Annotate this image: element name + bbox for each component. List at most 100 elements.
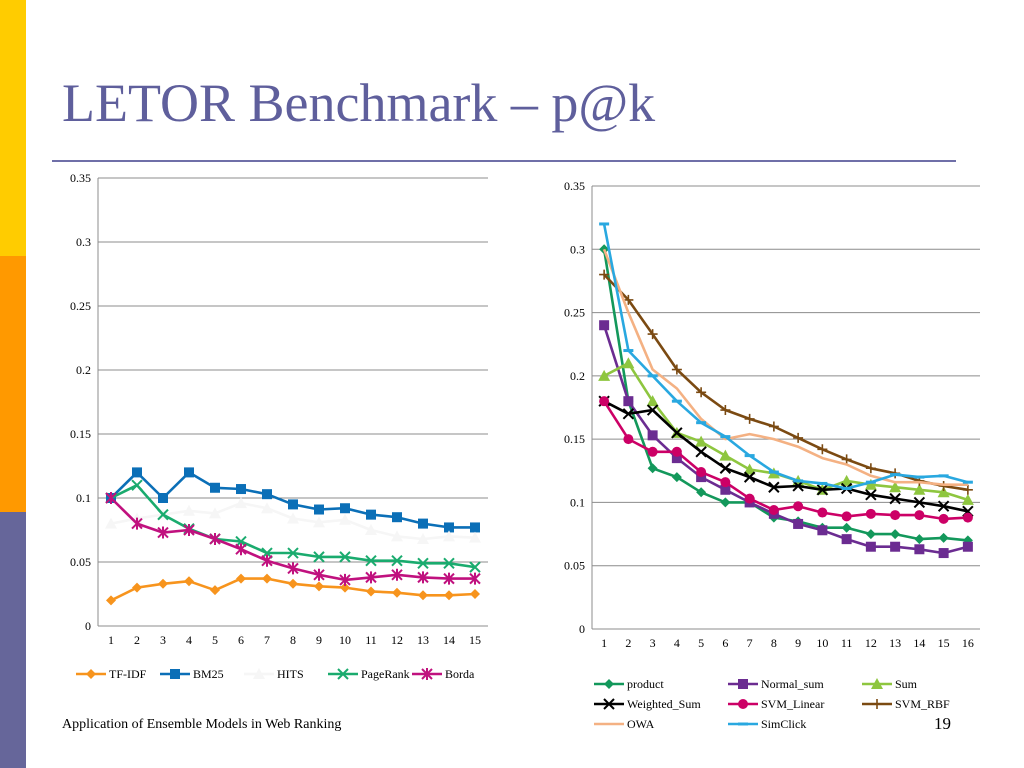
data-point-bm25 (236, 484, 246, 494)
data-point-product (914, 534, 924, 544)
data-point-weighted-sum (696, 447, 706, 457)
data-point-product (890, 529, 900, 539)
legend-label: PageRank (361, 667, 410, 681)
data-point-simclick (745, 454, 755, 457)
legend-item-svm-rbf: SVM_RBF (862, 697, 950, 711)
x-tick-label: 4 (186, 633, 192, 647)
data-point-tf-idf (106, 595, 116, 605)
chart-left-legend: TF-IDF BM25 HITS PageRank Borda (76, 667, 475, 681)
data-point-svm-rbf (963, 485, 973, 495)
y-tick-label: 0.35 (564, 179, 585, 193)
accent-stripe-purple (0, 512, 26, 768)
x-tick-label: 14 (443, 633, 455, 647)
data-point-simclick (648, 374, 658, 377)
x-tick-label: 4 (674, 636, 680, 650)
data-point-sum (719, 450, 731, 461)
legend-label: BM25 (193, 667, 224, 681)
y-tick-label: 0.15 (564, 432, 585, 446)
data-point-normal-sum (866, 542, 876, 552)
data-point-svm-rbf (745, 414, 755, 424)
data-point-normal-sum (623, 396, 633, 406)
y-tick-label: 0.2 (570, 369, 585, 383)
x-tick-label: 15 (938, 636, 950, 650)
series-weighted-sum (599, 396, 973, 516)
x-tick-label: 8 (771, 636, 777, 650)
x-tick-label: 13 (889, 636, 901, 650)
y-tick-label: 0.1 (570, 495, 585, 509)
data-point-svm-linear (939, 514, 949, 524)
x-tick-label: 12 (865, 636, 877, 650)
legend-label: SVM_Linear (761, 697, 824, 711)
legend-item-weighted-sum: Weighted_Sum (594, 697, 701, 711)
data-point-tf-idf (366, 586, 376, 596)
x-tick-label: 7 (264, 633, 270, 647)
data-point-bm25 (262, 489, 272, 499)
legend-label: SimClick (761, 717, 806, 731)
x-tick-label: 1 (108, 633, 114, 647)
series-owa (604, 249, 968, 484)
data-point-svm-linear (793, 501, 803, 511)
y-tick-label: 0.05 (70, 555, 91, 569)
x-tick-label: 6 (722, 636, 728, 650)
x-tick-label: 5 (698, 636, 704, 650)
x-tick-label: 6 (238, 633, 244, 647)
accent-stripe-orange (0, 256, 26, 512)
y-tick-label: 0.35 (70, 171, 91, 185)
data-point-bm25 (210, 483, 220, 493)
chart-left-gridlines (98, 178, 488, 626)
legend-marker (738, 699, 748, 709)
data-point-tf-idf (288, 579, 298, 589)
y-tick-label: 0 (85, 619, 91, 633)
data-point-svm-linear (648, 447, 658, 457)
data-point-product (866, 529, 876, 539)
y-tick-label: 0 (579, 622, 585, 636)
data-point-bm25 (314, 505, 324, 515)
data-point-normal-sum (599, 320, 609, 330)
data-point-simclick (914, 476, 924, 479)
data-point-svm-rbf (793, 433, 803, 443)
y-tick-label: 0.25 (70, 299, 91, 313)
data-point-bm25 (418, 519, 428, 529)
y-tick-label: 0.2 (76, 363, 91, 377)
x-tick-label: 2 (625, 636, 631, 650)
legend-item-svm-linear: SVM_Linear (728, 697, 824, 711)
legend-marker (738, 679, 748, 689)
legend-item-simclick: SimClick (728, 717, 806, 731)
data-point-normal-sum (817, 525, 827, 535)
data-point-svm-rbf (866, 463, 876, 473)
series-line-owa (604, 249, 968, 484)
legend-item-product: product (594, 677, 664, 691)
data-point-simclick (963, 481, 973, 484)
data-point-svm-linear (696, 467, 706, 477)
series-line-product (604, 249, 968, 540)
data-point-svm-linear (672, 447, 682, 457)
data-point-bm25 (132, 467, 142, 477)
data-point-svm-linear (817, 508, 827, 518)
legend-label: Normal_sum (761, 677, 824, 691)
x-tick-label: 3 (160, 633, 166, 647)
data-point-product (842, 523, 852, 533)
legend-item-pagerank: PageRank (328, 667, 410, 681)
data-point-tf-idf (262, 574, 272, 584)
legend-item-borda: Borda (412, 667, 475, 681)
footer-text: Application of Ensemble Models in Web Ra… (62, 717, 341, 733)
data-point-simclick (793, 479, 803, 482)
x-tick-label: 13 (417, 633, 429, 647)
data-point-tf-idf (470, 589, 480, 599)
data-point-bm25 (470, 522, 480, 532)
data-point-svm-rbf (769, 421, 779, 431)
data-point-bm25 (288, 499, 298, 509)
data-point-svm-linear (599, 396, 609, 406)
data-point-normal-sum (963, 542, 973, 552)
data-point-normal-sum (939, 548, 949, 558)
legend-item-sum: Sum (862, 677, 918, 691)
data-point-tf-idf (236, 574, 246, 584)
series-svm-rbf (599, 270, 973, 495)
data-point-svm-linear (769, 505, 779, 515)
data-point-bm25 (340, 503, 350, 513)
legend-label: Sum (895, 677, 918, 691)
x-tick-label: 11 (841, 636, 853, 650)
data-point-simclick (769, 471, 779, 474)
x-tick-label: 10 (339, 633, 351, 647)
x-tick-label: 9 (795, 636, 801, 650)
